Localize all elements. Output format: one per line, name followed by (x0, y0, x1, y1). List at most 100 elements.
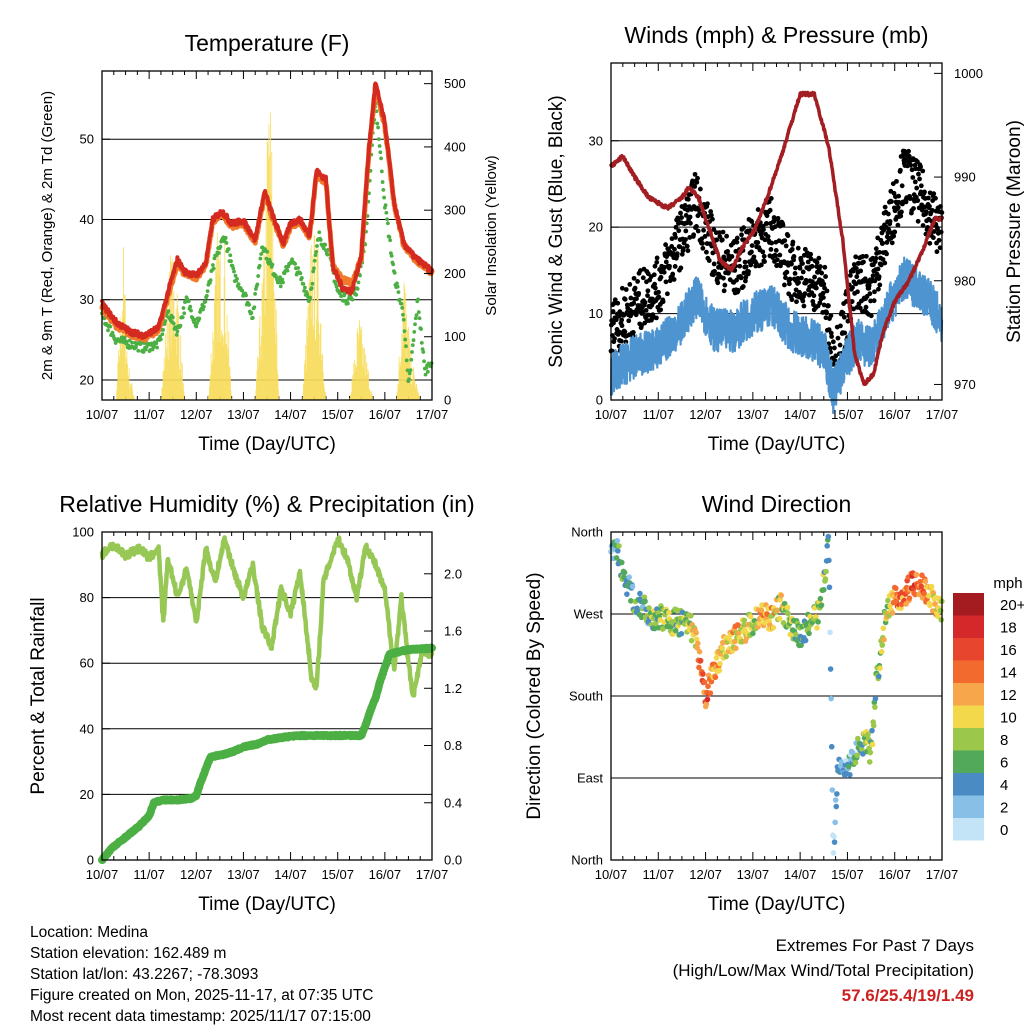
gust-point (612, 336, 617, 342)
direction-point (829, 787, 836, 793)
gust-point (663, 279, 669, 285)
gust-point (631, 275, 637, 281)
dewpoint-point (223, 235, 228, 240)
colorbar-label: 8 (1000, 732, 1008, 749)
y-tick-label: 60 (80, 656, 94, 671)
gust-point (847, 273, 853, 278)
direction-point (828, 695, 834, 702)
dewpoint-point (141, 350, 146, 354)
gust-point (787, 276, 793, 282)
dewpoint-point (211, 266, 216, 271)
dewpoint-point (181, 306, 186, 310)
plot-frame (101, 531, 433, 861)
dewpoint-point (293, 261, 297, 266)
gust-point (738, 275, 744, 281)
dewpoint-point (249, 310, 254, 315)
gust-point (618, 338, 624, 344)
gust-point (899, 183, 905, 189)
direction-point (793, 631, 799, 638)
dewpoint-point (203, 299, 208, 304)
dewpoint-point (422, 359, 426, 364)
gust-point (694, 224, 699, 229)
direction-point (634, 607, 641, 613)
gust-point (887, 219, 893, 224)
gust-point (688, 220, 693, 226)
x-tick-label: 15/07 (831, 407, 864, 422)
gust-point (856, 260, 861, 266)
x-tick-label: 12/07 (689, 867, 722, 882)
gust-point (705, 201, 710, 207)
dewpoint-point (417, 316, 422, 321)
gust-point (768, 196, 774, 201)
dewpoint-point (285, 268, 290, 273)
direction-point (637, 590, 643, 597)
gust-point (873, 255, 879, 261)
gust-point (720, 229, 726, 235)
gust-point (854, 274, 860, 280)
gust-point (882, 204, 888, 210)
direction-point (723, 653, 729, 660)
gust-point (640, 275, 646, 281)
dewpoint-point (240, 288, 245, 293)
dewpoint-point (224, 241, 229, 245)
dewpoint-point (401, 317, 406, 322)
gust-point (749, 219, 755, 224)
dewpoint-point (258, 256, 263, 261)
x-tick-label: 11/07 (642, 407, 674, 422)
dewpoint-point (318, 238, 323, 242)
y-right-tick-label: 500 (444, 76, 466, 91)
x-tick-label: 11/07 (642, 867, 674, 882)
dewpoint-point (102, 316, 107, 321)
gust-point (683, 228, 689, 234)
gust-point (795, 245, 801, 251)
dewpoint-point (265, 249, 270, 254)
direction-point (759, 602, 765, 608)
colorbar-label: 10 (1000, 710, 1017, 727)
dewpoint-point (280, 277, 285, 282)
dewpoint-point (413, 322, 417, 327)
dewpoint-point (235, 276, 239, 281)
dewpoint-point (410, 343, 415, 348)
gust-point (761, 227, 766, 232)
y-right-tick-label: 400 (444, 139, 466, 154)
direction-point (889, 610, 896, 616)
x-tick-label: 13/07 (227, 407, 260, 422)
dewpoint-point (171, 315, 175, 320)
direction-point (872, 704, 878, 710)
dewpoint-point (317, 230, 322, 235)
gust-point (816, 255, 822, 261)
direction-point (653, 620, 659, 627)
gust-point (697, 211, 703, 217)
gust-point (814, 260, 820, 265)
gust-point (611, 300, 617, 306)
dewpoint-point (425, 369, 430, 374)
x-tick-label: 17/07 (416, 867, 449, 882)
gust-point (930, 235, 936, 241)
gust-point (817, 264, 823, 269)
gust-point (891, 233, 897, 239)
dewpoint-point (186, 299, 191, 304)
gust-point (631, 300, 637, 306)
gust-point (612, 297, 618, 303)
x-tick-label: 10/07 (86, 407, 119, 422)
direction-point (935, 613, 941, 620)
gust-point (643, 307, 649, 313)
colorbar-label: 16 (1000, 642, 1017, 659)
dewpoint-point (231, 266, 236, 271)
gust-point (743, 264, 749, 270)
y-tick-label: 10 (589, 306, 603, 321)
gust-point (694, 179, 700, 185)
gust-point (880, 257, 886, 262)
dewpoint-point (166, 309, 171, 313)
dewpoint-point (313, 253, 318, 258)
direction-point (877, 665, 883, 671)
gust-point (857, 305, 863, 311)
gust-point (802, 246, 808, 252)
x-tick-label: 14/07 (274, 867, 307, 882)
y-tick-label: 0 (87, 853, 94, 868)
gust-point (808, 251, 814, 257)
gust-point (671, 277, 677, 282)
dewpoint-point (180, 315, 185, 320)
gust-point (645, 271, 651, 277)
